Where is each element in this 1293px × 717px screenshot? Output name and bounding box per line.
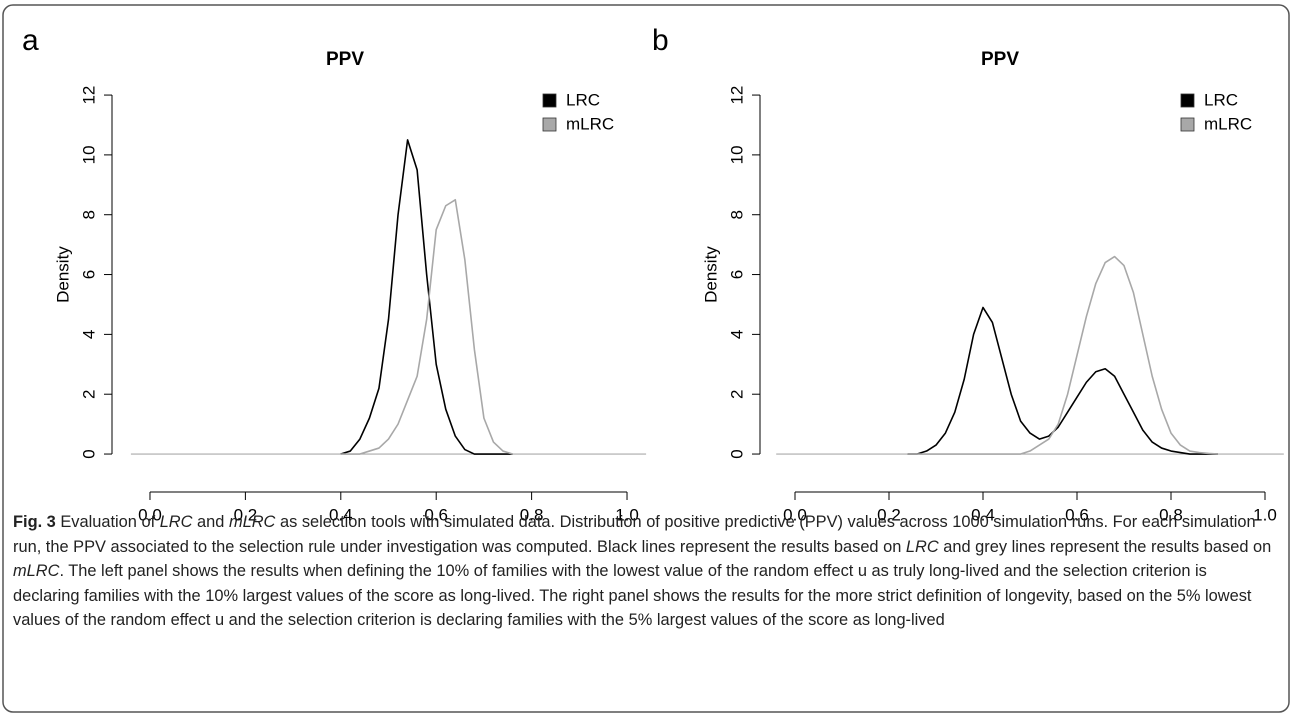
y-tick-label: 10 — [727, 145, 746, 164]
y-tick-label: 8 — [727, 210, 746, 219]
x-tick-label: 0.4 — [971, 505, 995, 524]
chart-title: PPV — [326, 49, 364, 70]
caption-text: LRC — [159, 513, 193, 531]
y-tick-label: 4 — [727, 330, 746, 339]
frame — [2, 4, 1290, 713]
density-line — [907, 255, 1219, 455]
caption-text: . The left panel shows the results when … — [13, 562, 1252, 630]
panel-label: a — [22, 24, 39, 57]
x-tick-label: 0.0 — [138, 505, 162, 524]
y-tick-label: 6 — [79, 270, 98, 279]
x-tick-label: 1.0 — [615, 505, 639, 524]
legend-swatch — [542, 117, 557, 132]
y-axis-label: Density — [701, 246, 720, 303]
caption-text: Fig. 3 — [13, 513, 56, 531]
legend-swatch — [1180, 93, 1195, 108]
chart-title: PPV — [981, 49, 1019, 70]
x-tick-label: 0.6 — [1065, 505, 1089, 524]
y-tick-label: 4 — [79, 330, 98, 339]
legend-label: mLRC — [566, 114, 614, 133]
legend-swatch — [1180, 117, 1195, 132]
caption-text: and — [192, 513, 229, 531]
y-tick-label: 6 — [727, 270, 746, 279]
x-tick-label: 1.0 — [1253, 505, 1277, 524]
density-line — [340, 139, 513, 455]
y-tick-label: 10 — [79, 145, 98, 164]
x-tick-label: 0.6 — [424, 505, 448, 524]
y-tick-label: 0 — [727, 449, 746, 458]
x-tick-label: 0.4 — [329, 505, 353, 524]
caption-text: Evaluation of — [55, 513, 160, 531]
legend-label: LRC — [566, 90, 600, 109]
x-tick-label: 0.8 — [1159, 505, 1183, 524]
y-tick-label: 8 — [79, 210, 98, 219]
legend-label: LRC — [1204, 90, 1238, 109]
y-tick-label: 12 — [79, 86, 98, 105]
caption-text: LRC — [905, 537, 939, 556]
y-axis-label: Density — [53, 246, 72, 303]
caption-text: and grey lines represent the results bas… — [938, 537, 1272, 556]
y-tick-label: 2 — [79, 389, 98, 398]
x-tick-label: 0.0 — [783, 505, 807, 524]
density-line — [907, 306, 1218, 455]
caption-text: mLRC — [13, 562, 60, 581]
caption-text: as selection tools with simulated data. … — [13, 513, 1256, 556]
legend-label: mLRC — [1204, 114, 1252, 133]
x-tick-label: 0.8 — [520, 505, 544, 524]
caption: Fig. 3 Evaluation of LRC and mLRC as sel… — [13, 510, 1275, 633]
y-tick-label: 2 — [727, 389, 746, 398]
x-tick-label: 0.2 — [877, 505, 901, 524]
caption-text: mLRC — [228, 513, 276, 531]
density-line — [340, 198, 513, 455]
legend-swatch — [542, 93, 557, 108]
panel-label: b — [652, 24, 669, 57]
y-tick-label: 12 — [727, 86, 746, 105]
y-tick-label: 0 — [79, 449, 98, 458]
x-tick-label: 0.2 — [234, 505, 258, 524]
